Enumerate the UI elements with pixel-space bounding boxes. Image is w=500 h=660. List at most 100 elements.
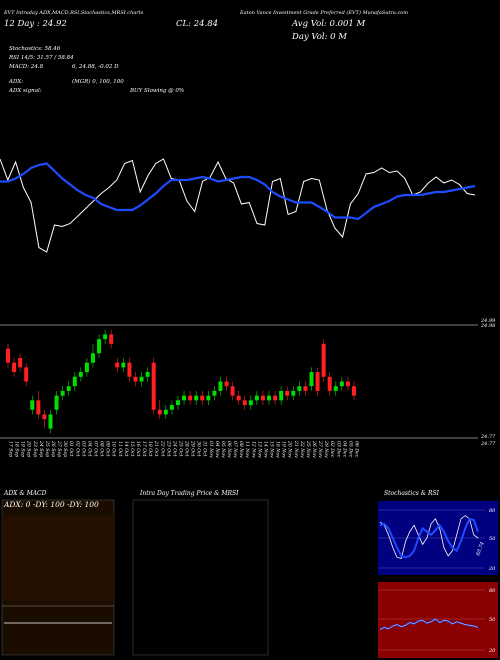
candle-body xyxy=(60,390,65,396)
candle-body xyxy=(333,386,338,391)
date-axis-label: 04 Dec xyxy=(341,441,347,458)
stoch-last-label: 60.74 xyxy=(475,541,486,557)
price-axis-label: 24.99 xyxy=(480,318,496,324)
mrsi-level-label: 80 xyxy=(489,588,496,594)
candle-body xyxy=(327,376,332,391)
candle-body xyxy=(36,400,41,415)
candle-body xyxy=(267,395,272,401)
mrsi-panel-box xyxy=(132,499,269,656)
date-axis-label: 20 Nov xyxy=(287,440,293,458)
date-axis-label: 02 Dec xyxy=(329,441,335,458)
date-axis-label: 15 Oct xyxy=(129,441,135,457)
indicator-series-line xyxy=(0,162,476,221)
candle-body xyxy=(151,362,156,410)
date-axis-label: 18 Sep xyxy=(14,441,20,457)
candle-body xyxy=(163,409,168,415)
mrsi-sub-panel-bg xyxy=(378,582,498,658)
indicator-line-chart xyxy=(0,158,476,253)
candle-body xyxy=(42,414,47,420)
info-adx-signal-detail: BUY Slowing @ 0% xyxy=(130,88,185,94)
candle-body xyxy=(218,381,223,391)
date-axis-label: 17 Sep xyxy=(8,441,14,457)
date-axis-label: 24 Sep xyxy=(38,440,44,457)
stochastics-panel: 80 50 20 80 50 20 60.74 xyxy=(378,501,498,658)
date-axis-label: 19 Nov xyxy=(281,441,287,458)
candle-body xyxy=(279,390,284,401)
date-axis-label: 24 Oct xyxy=(171,440,177,457)
date-axis-label: 21 Oct xyxy=(153,440,159,457)
date-axis-label: 03 Dec xyxy=(335,441,341,458)
candle-body xyxy=(24,367,29,382)
date-axis-label: 14 Oct xyxy=(123,441,129,457)
candle-body xyxy=(139,376,144,382)
date-axis-label: 30 Sep xyxy=(62,441,68,457)
candle-body xyxy=(72,376,77,387)
date-axis-label: 26 Sep xyxy=(50,440,56,457)
date-axis-label: 25 Nov xyxy=(305,440,311,458)
date-axis-label: 21 Nov xyxy=(293,440,299,458)
adx-macd-panel: ADX: 0 -DY: 100 -DY: 100 xyxy=(1,499,115,656)
header-top-right: Eaton Vance Investment Grade Preferred (… xyxy=(240,10,409,16)
date-axis-label: 16 Oct xyxy=(135,441,141,457)
stoch-series-line xyxy=(379,517,479,559)
mrsi-panel-title: Intra Day Trading Price & MRSI xyxy=(140,490,239,497)
header-date-line: 12 Day : 24.92 xyxy=(4,19,67,29)
adx-values-label: ADX: 0 -DY: 100 -DY: 100 xyxy=(3,500,99,509)
candle-body xyxy=(109,334,114,344)
date-axis-label: 19 Sep xyxy=(20,441,26,457)
candle-body xyxy=(175,400,180,406)
date-axis-label: 04 Nov xyxy=(214,441,220,458)
date-axis-label: 29 Oct xyxy=(190,440,196,457)
candle-body xyxy=(97,339,102,354)
date-axis-label: 27 Sep xyxy=(56,440,62,457)
candle-body xyxy=(90,353,95,363)
mrsi-level-label: 20 xyxy=(488,648,496,654)
stoch-level-label: 50 xyxy=(489,536,496,542)
date-axis-label: 15 Nov xyxy=(269,441,275,458)
date-axis-label: 14 Nov xyxy=(262,441,268,458)
mrsi-panel xyxy=(132,499,269,656)
candle-body xyxy=(242,400,247,406)
candle-body xyxy=(309,372,314,387)
date-axis-label: 17 Oct xyxy=(141,441,147,457)
candle-body xyxy=(200,395,205,401)
date-axis-label: 10 Oct xyxy=(111,441,117,457)
date-axis-label: 03 Oct xyxy=(80,441,86,457)
date-axis-label: 25 Oct xyxy=(177,440,183,457)
candle-body xyxy=(121,362,126,368)
date-axis-label: 27 Nov xyxy=(317,440,323,458)
date-axis-label: 29 Nov xyxy=(323,440,329,458)
candle-body xyxy=(345,381,350,387)
info-adx-signal: ADX signal: xyxy=(9,88,42,94)
candle-body xyxy=(339,381,344,387)
date-axis-label: 22 Oct xyxy=(159,440,165,457)
date-axis-label: 08 Oct xyxy=(99,441,105,457)
indicator-series-line xyxy=(0,158,476,253)
mrsi-level-label: 50 xyxy=(489,617,496,623)
candle-body xyxy=(157,409,162,415)
date-axis-label: 22 Nov xyxy=(299,440,305,458)
date-axis-label: 18 Oct xyxy=(147,441,153,457)
date-axis-label: 07 Oct xyxy=(92,441,98,457)
candle-body xyxy=(12,362,17,373)
candle-body xyxy=(248,400,253,406)
candle-body xyxy=(303,386,308,391)
candle-body xyxy=(182,395,187,401)
candle-body xyxy=(127,362,132,377)
candle-body xyxy=(260,395,265,401)
candle-body xyxy=(285,390,290,396)
date-axis-label: 06 Nov xyxy=(226,441,232,458)
candle-body xyxy=(224,381,229,387)
date-axis-label: 09 Oct xyxy=(105,441,111,457)
info-adx-detail: (MGR) 0, 100, 100 xyxy=(72,79,124,85)
candle-body xyxy=(6,348,10,363)
candle-body xyxy=(273,395,278,401)
date-axis-label: 01 Oct xyxy=(68,441,74,457)
header-day-vol: Day Vol: 0 M xyxy=(292,32,347,42)
date-axis-label: 05 Nov xyxy=(220,441,226,458)
mrsi-series-line-highlight xyxy=(379,618,479,630)
candle-body xyxy=(321,343,326,377)
candle-body xyxy=(103,334,108,340)
candle-body xyxy=(315,372,320,391)
